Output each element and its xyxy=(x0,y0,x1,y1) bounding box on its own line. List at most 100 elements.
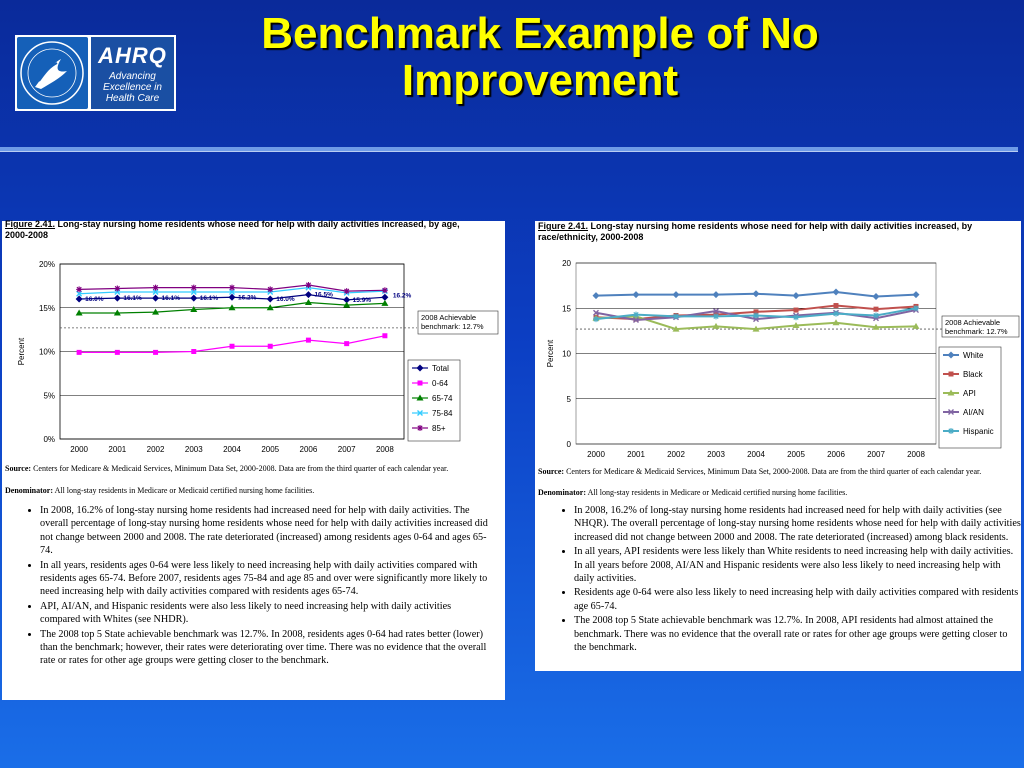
data-point xyxy=(793,314,799,321)
data-point xyxy=(305,282,312,288)
data-point xyxy=(343,301,351,308)
y-tick-label: 5 xyxy=(567,395,572,404)
data-point xyxy=(75,309,83,316)
data-point xyxy=(712,291,720,299)
data-point xyxy=(304,299,312,305)
series-85- xyxy=(76,282,388,295)
finding-item: Residents age 0-64 were also less likely… xyxy=(574,586,1022,613)
data-point xyxy=(872,292,880,300)
source-text: Centers for Medicare & Medicaid Services… xyxy=(33,464,449,473)
x-tick-label: 2006 xyxy=(827,450,845,459)
data-point xyxy=(152,294,160,302)
series-white xyxy=(592,288,920,300)
data-point xyxy=(191,349,197,354)
finding-item: API, AI/AN, and Hispanic residents were … xyxy=(40,600,492,627)
y-tick-label: 20% xyxy=(39,260,55,269)
y-tick-label: 10% xyxy=(39,348,55,357)
figure-panel-age: Figure 2.41. Long-stay nursing home resi… xyxy=(2,219,505,700)
benchmark-box xyxy=(941,315,1020,338)
x-tick-label: 2000 xyxy=(70,445,88,454)
data-label: 16.1% xyxy=(123,295,142,302)
denominator-label: Denominator: xyxy=(5,486,53,495)
x-tick-label: 2006 xyxy=(300,445,318,454)
legend-marker xyxy=(947,351,955,359)
x-tick-label: 2000 xyxy=(587,450,605,459)
data-point xyxy=(833,310,839,317)
data-point xyxy=(76,349,82,355)
data-point xyxy=(266,295,274,303)
finding-item: The 2008 top 5 State achievable benchmar… xyxy=(574,614,1022,654)
data-point xyxy=(75,295,83,303)
legend-label: Total xyxy=(432,364,449,373)
legend-marker xyxy=(948,371,954,377)
x-tick-label: 2008 xyxy=(907,450,925,459)
x-tick-label: 2004 xyxy=(223,445,241,454)
legend-label: Hispanic xyxy=(963,427,994,436)
data-point xyxy=(832,319,840,326)
data-point xyxy=(632,291,640,299)
finding-item: In 2008, 16.2% of long-stay nursing home… xyxy=(40,504,492,558)
source-note: Source: Centers for Medicare & Medicaid … xyxy=(538,467,1008,477)
data-point xyxy=(229,343,235,349)
legend-label: 0-64 xyxy=(432,379,449,388)
x-tick-label: 2003 xyxy=(707,450,725,459)
data-point xyxy=(305,337,311,343)
data-label: 16.1% xyxy=(200,295,219,302)
data-label: 15.9% xyxy=(353,297,372,304)
legend-label: 85+ xyxy=(432,424,446,433)
figure-title: Figure 2.41. Long-stay nursing home resi… xyxy=(538,221,1008,243)
data-point xyxy=(753,312,759,319)
x-tick-label: 2002 xyxy=(667,450,685,459)
x-tick-label: 2004 xyxy=(747,450,765,459)
legend-marker xyxy=(417,380,423,386)
figure-title-text: Long-stay nursing home residents whose n… xyxy=(5,219,460,240)
data-point xyxy=(190,306,198,312)
denominator-text: All long-stay residents in Medicare or M… xyxy=(54,486,315,495)
x-tick-label: 2005 xyxy=(787,450,805,459)
data-label: 16.1% xyxy=(162,295,181,302)
legend-label: Black xyxy=(963,370,984,379)
source-note: Source: Centers for Medicare & Medicaid … xyxy=(5,464,485,474)
data-point xyxy=(912,291,920,299)
legend-label: 75-84 xyxy=(432,409,453,418)
y-tick-label: 10 xyxy=(562,350,571,359)
data-label: 16.0% xyxy=(85,296,104,303)
data-point xyxy=(152,289,159,295)
title-divider xyxy=(0,147,1018,152)
data-point xyxy=(673,313,679,320)
data-point xyxy=(113,309,121,316)
data-point xyxy=(713,313,719,320)
data-point xyxy=(229,289,235,295)
source-text: Centers for Medicare & Medicaid Services… xyxy=(566,467,982,476)
findings-list: In 2008, 16.2% of long-stay nursing home… xyxy=(18,504,492,669)
y-tick-label: 5% xyxy=(43,391,55,400)
data-point xyxy=(153,349,159,355)
legend-marker xyxy=(947,389,955,396)
denominator-note: Denominator: All long-stay residents in … xyxy=(538,488,1008,498)
data-label: 16.2% xyxy=(238,294,257,301)
ahrq-badge: AHRQ Advancing Excellence in Health Care xyxy=(91,37,174,109)
data-point xyxy=(190,289,197,295)
legend-marker xyxy=(416,394,424,401)
series-75-84 xyxy=(76,284,388,297)
data-point xyxy=(752,290,760,298)
source-label: Source: xyxy=(5,464,32,473)
data-point xyxy=(228,304,236,311)
legend-marker xyxy=(948,409,954,415)
data-label: 16.0% xyxy=(276,296,295,303)
data-point xyxy=(343,288,350,295)
data-point xyxy=(229,284,235,291)
data-point xyxy=(344,341,350,347)
legend-marker xyxy=(416,364,424,372)
findings-list: In 2008, 16.2% of long-stay nursing home… xyxy=(552,504,1022,655)
x-tick-label: 2007 xyxy=(338,445,356,454)
data-point xyxy=(712,322,720,329)
hhs-seal-icon xyxy=(17,37,88,109)
data-point xyxy=(152,284,159,291)
legend-label: AI/AN xyxy=(963,408,984,417)
data-point xyxy=(381,287,388,294)
data-point xyxy=(267,286,274,293)
legend-marker xyxy=(417,425,423,431)
data-point xyxy=(713,307,719,314)
series-total: 16.0% 16.1% 16.1% 16.1% 16.2% 16.0% 16.5% 15.9%… xyxy=(75,291,412,304)
